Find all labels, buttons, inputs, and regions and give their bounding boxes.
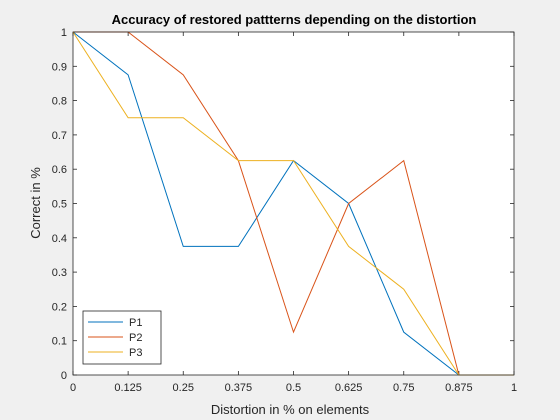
x-tick-label: 0.25 xyxy=(173,382,194,394)
y-tick-label: 0.2 xyxy=(52,301,67,313)
legend-label: P3 xyxy=(129,347,142,359)
y-tick-label: 0.3 xyxy=(52,267,67,279)
x-tick-label: 1 xyxy=(511,382,517,394)
x-axis-label: Distortion in % on elements xyxy=(211,402,370,417)
x-tick-label: 0.125 xyxy=(114,382,142,394)
x-tick-label: 0.375 xyxy=(225,382,253,394)
series-lines xyxy=(72,31,514,376)
x-tick-label: 0 xyxy=(70,382,76,394)
y-tick-label: 0 xyxy=(61,370,67,382)
legend-label: P1 xyxy=(129,317,142,329)
y-tick-label: 0.9 xyxy=(52,61,67,73)
y-tick-label: 0.8 xyxy=(52,96,67,108)
series-line-p2 xyxy=(73,31,514,376)
chart-title: Accuracy of restored pattterns depending… xyxy=(112,12,477,27)
plot-box xyxy=(72,31,515,376)
y-axis-label: Correct in % xyxy=(28,167,43,239)
x-tick-label: 0.5 xyxy=(286,382,301,394)
series-line-p3 xyxy=(72,31,514,376)
y-tick-label: 0.6 xyxy=(52,164,67,176)
y-tick-label: 1 xyxy=(61,27,67,39)
x-tick-label: 0.75 xyxy=(393,382,414,394)
legend-label: P2 xyxy=(129,332,142,344)
y-tick-label: 0.4 xyxy=(52,233,67,245)
y-tick-label: 0.7 xyxy=(52,130,67,142)
legend: P1 P2 P3 xyxy=(82,310,162,365)
x-tick-label: 0.625 xyxy=(335,382,363,394)
axis-ticks: 0 0.125 0.25 0.375 0.5 0.625 0.75 0.875 1 0 0.1 0.2… xyxy=(52,27,517,394)
y-tick-label: 0.1 xyxy=(52,336,67,348)
x-tick-label: 0.875 xyxy=(445,382,473,394)
y-tick-label: 0.5 xyxy=(52,199,67,211)
